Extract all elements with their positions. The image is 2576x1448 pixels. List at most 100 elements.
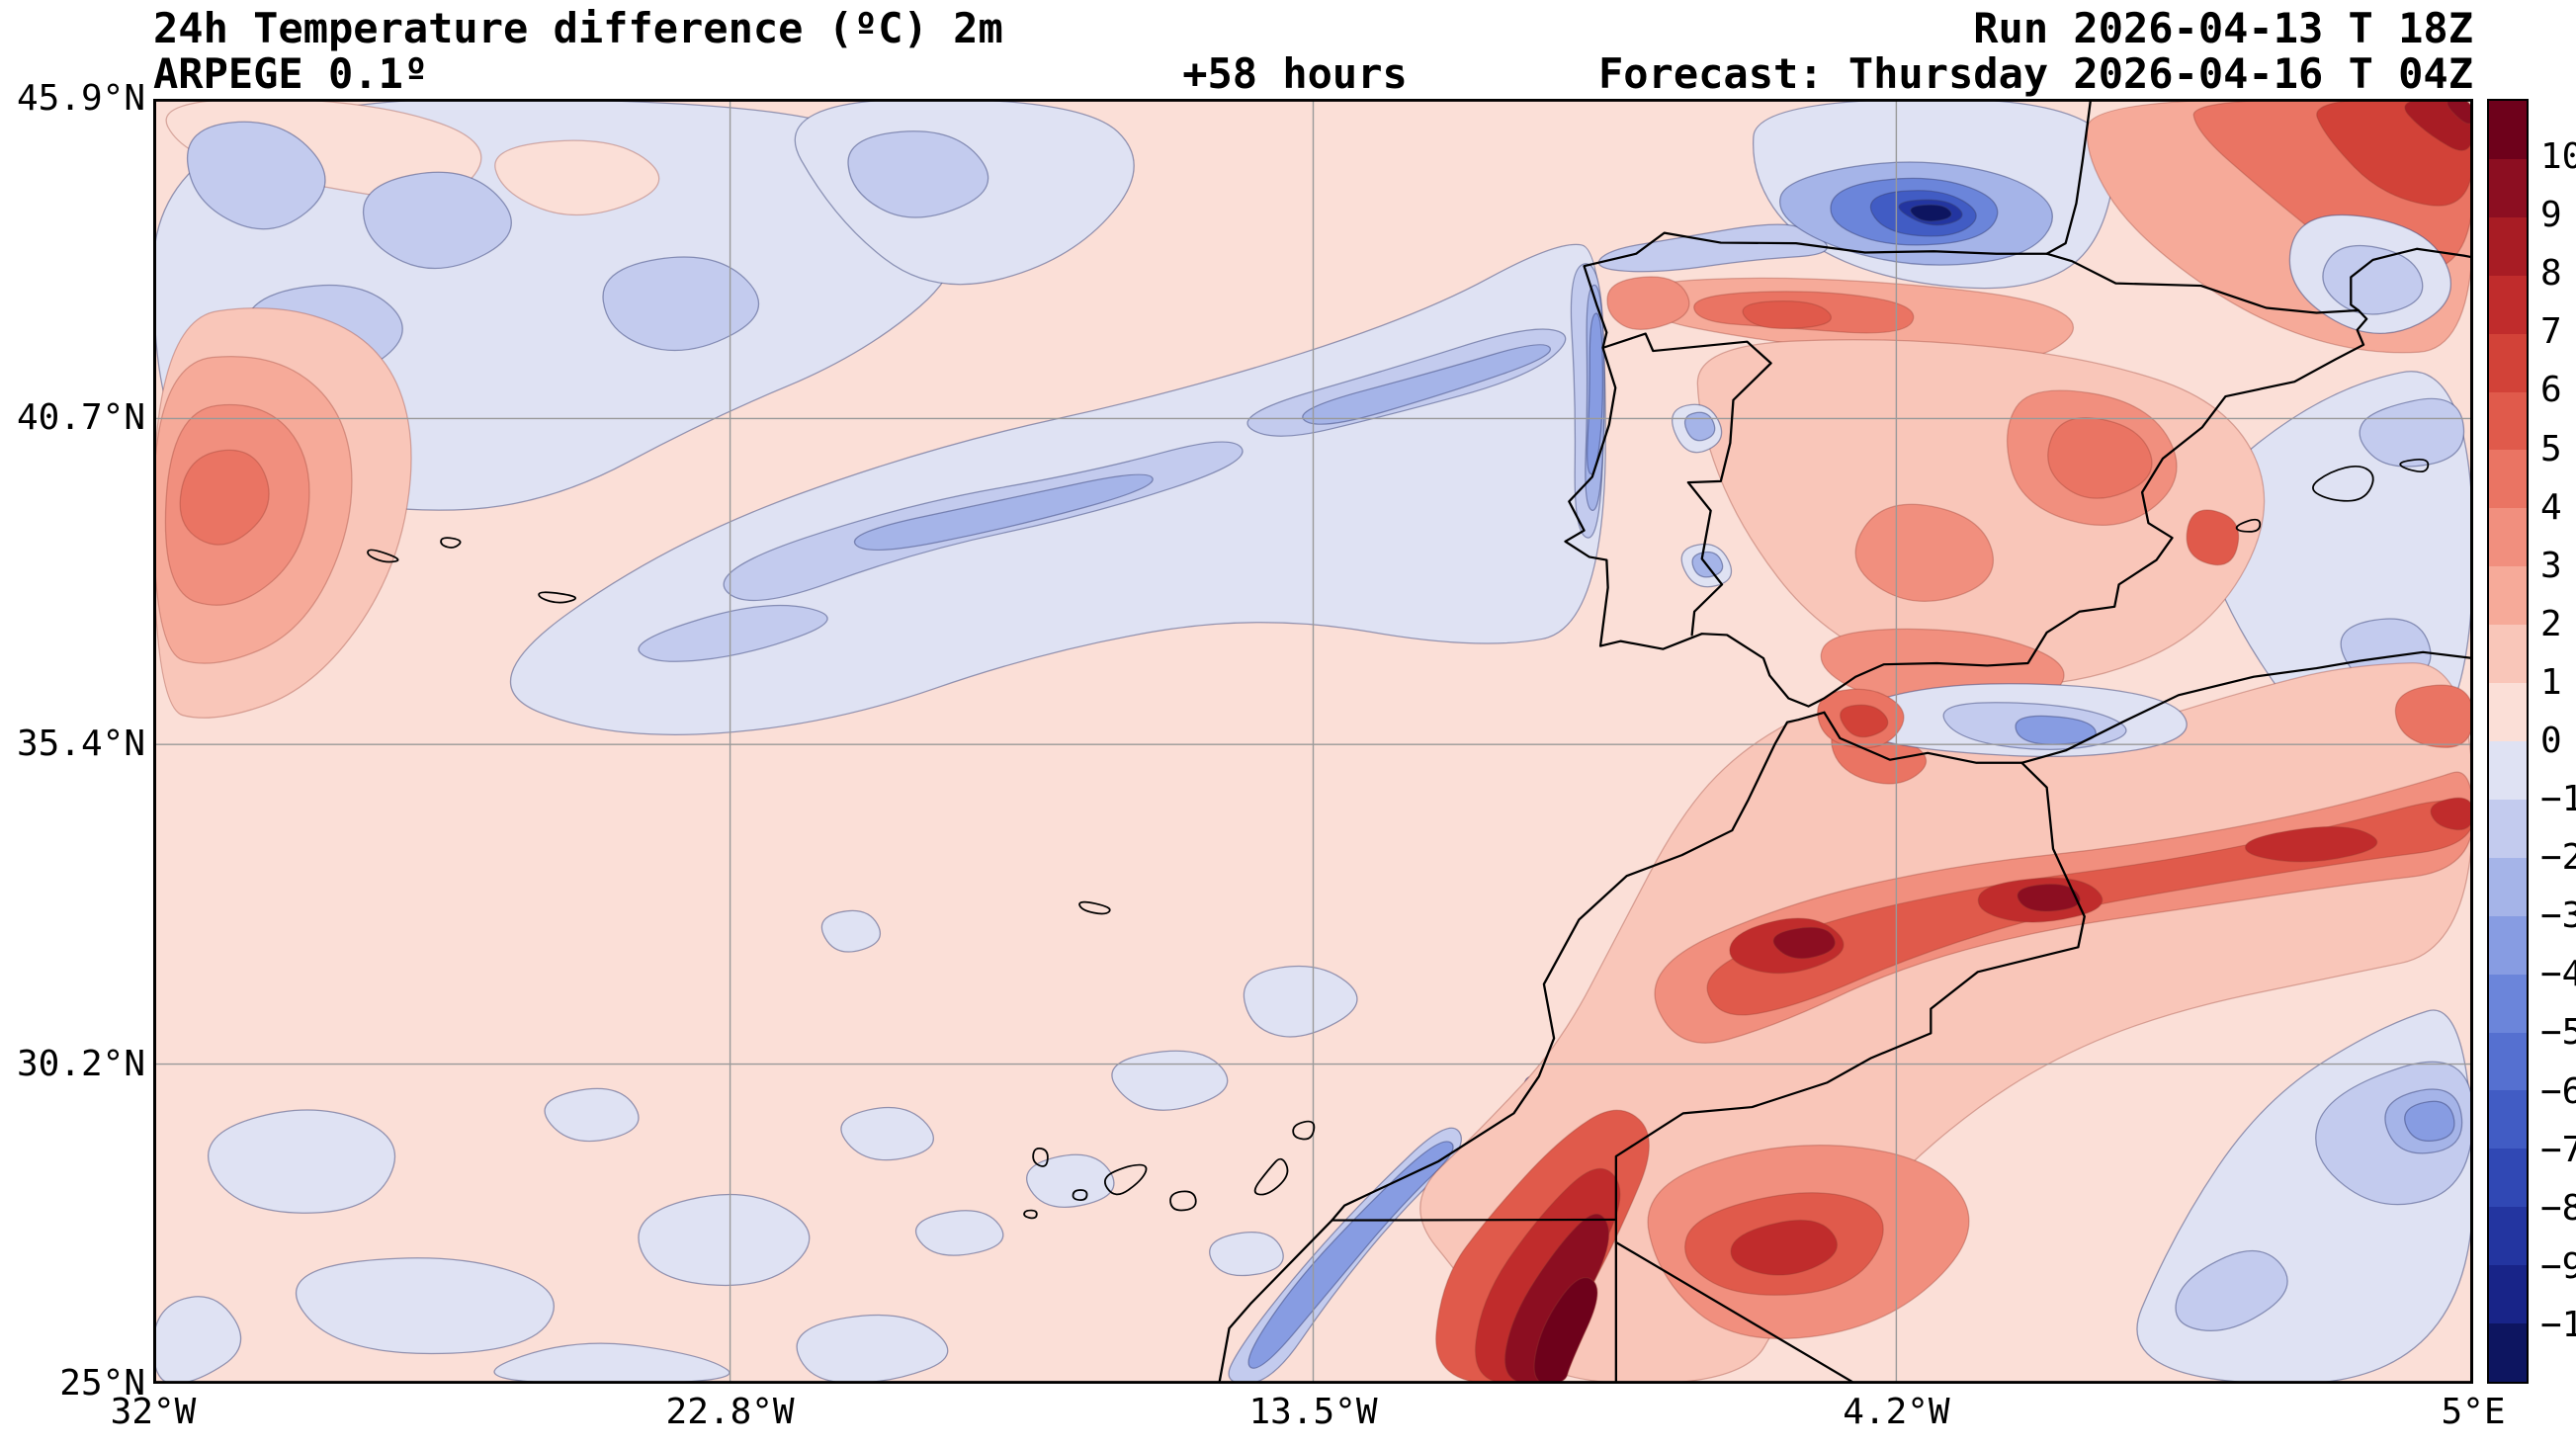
coastline-el-hierro [1023,1209,1038,1220]
x-tick-5°E: 5°E [2441,1392,2506,1432]
field-region [1772,926,1837,960]
field-region [179,449,270,546]
field-region [1910,204,1952,222]
colorbar-segment-13 [2489,857,2527,916]
field-region [602,256,760,352]
colorbar-segment-4 [2489,333,2527,392]
colorbar-segment-1 [2489,158,2527,217]
colorbar-tick-1: 1 [2540,661,2562,703]
field-region [186,121,326,230]
colorbar-tick-−9: −9 [2540,1245,2576,1287]
colorbar-segment-19 [2489,1207,2527,1266]
colorbar-tick-−10: −10 [2540,1304,2576,1345]
coastline-africa-med [1823,650,2473,764]
coastline-azores-pico-faial [367,549,399,563]
forecast-label: Forecast: Thursday 2026-04-16 T 04Z [1597,49,2473,98]
y-tick-45.9°N: 45.9°N [16,78,145,119]
y-tick-40.7°N: 40.7°N [16,397,145,439]
field-region [544,1087,640,1143]
field-region [914,1210,1004,1256]
field-region [1854,503,1994,602]
colorbar-segment-12 [2489,799,2527,858]
field-region [1026,1153,1115,1208]
colorbar-tick-10: 10 [2540,136,2576,178]
coastline-la-palma [1032,1148,1049,1167]
colorbar-segment-6 [2489,450,2527,509]
colorbar-segment-9 [2489,625,2527,684]
colorbar-tick-−8: −8 [2540,1187,2576,1229]
field-region [1606,276,1690,330]
field-region [840,1106,934,1161]
coastline-western-sahara-border-h [1331,1218,1618,1222]
coastline-spain-portugal-border [1601,332,1772,637]
coastline-tenerife [1104,1163,1148,1196]
field-region [494,139,660,216]
field-region [847,130,989,218]
field-region [1840,704,1889,738]
x-tick-13.5°W: 13.5°W [1248,1392,1378,1432]
coastline-ibiza [2235,518,2262,533]
coastline-fuerteventura [1253,1157,1289,1196]
field-region [2394,684,2473,748]
colorbar-tick-−3: −3 [2540,895,2576,937]
colorbar-segment-16 [2489,1032,2527,1091]
coastline-la-gomera [1072,1189,1088,1201]
run-label: Run 2026-04-13 T 18Z [1973,4,2473,52]
colorbar-segment-21 [2489,1323,2527,1382]
coastline-france-med [2350,247,2473,312]
field-region [2404,1100,2455,1142]
model-label: ARPEGE 0.1º [153,49,429,98]
field-region [1683,411,1716,442]
x-tick-22.8°W: 22.8°W [665,1392,795,1432]
field-region [208,1109,396,1214]
colorbar-tick-9: 9 [2540,195,2562,236]
field-region [638,1193,811,1287]
coastline-azores-terceira [440,537,462,549]
field-region [2047,417,2153,499]
field-region [796,1314,949,1384]
field-region [1587,312,1604,475]
y-tick-30.2°N: 30.2°N [16,1043,145,1084]
coastline-azores-sao-miguel [538,591,576,604]
colorbar-tick-−7: −7 [2540,1129,2576,1170]
field-region [638,604,828,662]
chart-title: 24h Temperature difference (ºC) 2m [153,4,1003,52]
colorbar-segment-18 [2489,1149,2527,1208]
field-region [1243,965,1358,1038]
field-region [820,909,882,953]
field-region [363,171,512,270]
field-region [1742,299,1832,330]
field-region [1247,1141,1454,1369]
coastline-iberia [1564,231,2368,708]
colorbar-tick-2: 2 [2540,603,2562,644]
colorbar-segment-17 [2489,1090,2527,1150]
colorbar-segment-11 [2489,740,2527,800]
field-region [2244,825,2378,863]
colorbar-segment-0 [2489,101,2527,159]
coastline-france-atlantic [2045,99,2093,255]
field-region [2175,1249,2288,1331]
colorbar-segment-5 [2489,391,2527,451]
colorbar-tick-5: 5 [2540,428,2562,469]
field-region [493,1342,730,1384]
coastline-morocco-algeria-border [1614,761,2086,1222]
field-region [1730,1219,1839,1276]
coastline-lanzarote [1292,1120,1316,1141]
colorbar-tick-6: 6 [2540,370,2562,411]
colorbar-tick-−5: −5 [2540,1012,2576,1054]
colorbar-segment-15 [2489,974,2527,1033]
coastline-menorca [2399,458,2430,473]
field-region [2186,509,2240,566]
colorbar-segment-8 [2489,566,2527,626]
colorbar-tick-−2: −2 [2540,837,2576,879]
coastline-algeria-mali-border [1614,1240,1857,1384]
colorbar-segment-14 [2489,915,2527,975]
map-canvas [153,99,2473,1384]
field-region [1111,1050,1229,1111]
colorbar-segment-2 [2489,216,2527,276]
colorbar [2487,99,2529,1384]
colorbar-tick-4: 4 [2540,486,2562,528]
coastline-madeira [1078,900,1111,915]
colorbar-tick-−1: −1 [2540,779,2576,820]
